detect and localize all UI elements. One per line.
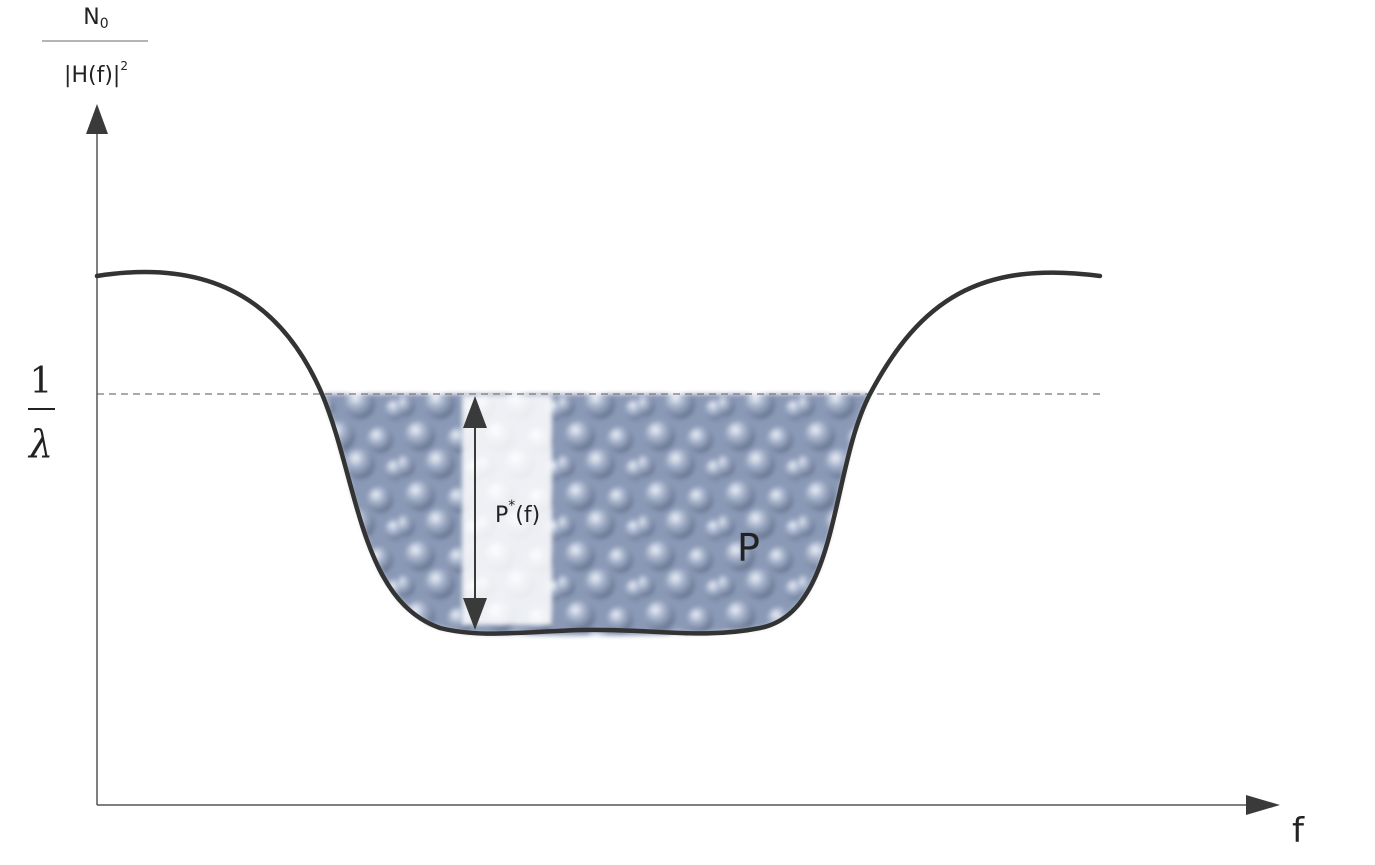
svg-text:N0: N0 [83, 5, 108, 32]
y-axis-denominator-sup: 2 [120, 59, 128, 73]
noise-curve [94, 269, 1103, 636]
power-arrow [463, 396, 487, 630]
y-axis-numerator-sub: 0 [100, 16, 109, 32]
x-axis-label: f [1292, 811, 1305, 851]
power-allocation-label: P*(f) [495, 498, 540, 528]
svg-text:|H(f)|2: |H(f)|2 [64, 59, 128, 88]
level-symbol: λ [27, 422, 53, 466]
power-arrow-top-head [463, 396, 487, 428]
axes [86, 104, 1280, 815]
level-numerator: 1 [30, 361, 53, 402]
water-cleared-area [462, 395, 552, 625]
y-axis-numerator: N [83, 5, 99, 30]
level-label: 1 λ [27, 361, 55, 466]
y-axis-arrowhead [86, 104, 108, 134]
x-axis-arrowhead [1246, 795, 1280, 815]
water-region [322, 394, 870, 636]
region-label: P [737, 526, 760, 570]
y-axis-denominator: |H(f)| [64, 63, 120, 88]
power-arrow-bottom-head [463, 598, 487, 630]
y-axis-label: N0 |H(f)|2 [42, 5, 148, 88]
